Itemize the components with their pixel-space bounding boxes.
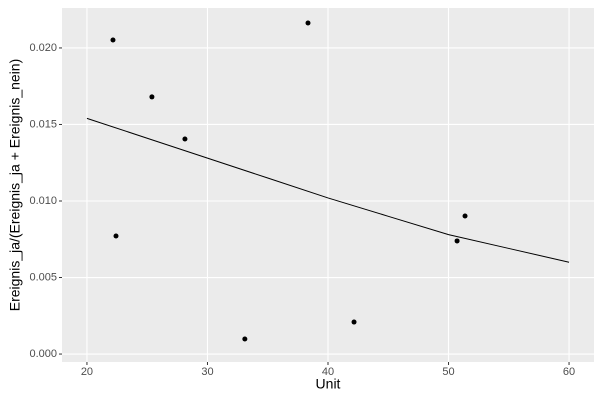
y-tick-label: 0.005 — [29, 271, 57, 283]
y-tick-label: 0.020 — [29, 42, 57, 54]
point — [242, 336, 248, 342]
y-tick-label: 0.010 — [29, 195, 57, 207]
x-axis-title: Unit — [316, 376, 341, 392]
y-tick-label: 0.015 — [29, 118, 57, 130]
x-tick-label: 40 — [322, 366, 334, 378]
point — [454, 238, 460, 244]
x-tick-label: 30 — [201, 366, 213, 378]
x-tick-label: 50 — [442, 366, 454, 378]
point — [305, 20, 311, 26]
point — [113, 233, 119, 239]
fit-line — [86, 117, 570, 263]
y-axis-title: Ereignis_ja/(Ereignis_ja + Ereignis_nein… — [7, 59, 23, 312]
point — [351, 319, 357, 325]
point — [182, 136, 188, 142]
point — [110, 37, 116, 43]
x-tick-label: 20 — [81, 366, 93, 378]
y-tick-label: 0.000 — [29, 348, 57, 360]
point — [462, 213, 468, 219]
x-tick-label: 60 — [563, 366, 575, 378]
point — [149, 94, 155, 100]
